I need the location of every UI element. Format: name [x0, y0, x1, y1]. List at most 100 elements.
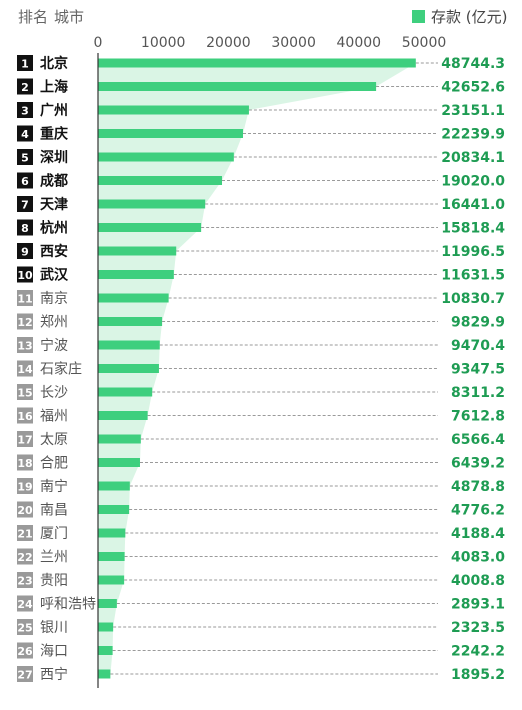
city-label: 海口	[40, 644, 68, 660]
city-label: 南昌	[40, 503, 68, 519]
rank-badge	[17, 548, 33, 565]
rank-number: 1	[21, 58, 29, 71]
city-label: 呼和浩特	[40, 597, 96, 613]
bar	[98, 176, 223, 185]
bar	[98, 528, 126, 538]
city-label: 西宁	[40, 666, 68, 683]
bar	[98, 223, 202, 232]
value-label: 4188.4	[451, 526, 505, 542]
value-label: 8311.2	[451, 385, 505, 401]
city-label: 郑州	[40, 315, 68, 331]
rank-number: 10	[17, 269, 33, 282]
rank-badge	[17, 219, 33, 236]
city-label: 兰州	[40, 550, 68, 566]
rank-badge	[17, 102, 33, 118]
rank-badge	[17, 313, 33, 330]
bar	[98, 669, 111, 679]
rank-number: 3	[21, 105, 29, 118]
bar	[98, 552, 125, 561]
value-label: 15818.4	[441, 221, 505, 237]
value-label: 16441.0	[441, 197, 505, 213]
rank-number: 15	[17, 387, 32, 400]
x-tick-label: 20000	[206, 35, 251, 51]
bar	[98, 434, 141, 444]
value-label: 1895.2	[451, 667, 505, 683]
value-label: 11996.5	[441, 244, 505, 260]
rank-number: 13	[17, 340, 32, 353]
rank-badge	[17, 78, 33, 95]
rank-number: 24	[17, 598, 33, 611]
bar	[98, 129, 244, 138]
bar	[98, 481, 130, 491]
rank-number: 21	[17, 528, 32, 541]
rank-badge	[17, 407, 33, 424]
rank-badge	[17, 619, 33, 635]
bar	[98, 317, 163, 326]
city-label: 宁波	[40, 337, 68, 354]
legend-swatch	[412, 10, 425, 23]
bar	[98, 246, 177, 256]
value-label: 19020.0	[441, 174, 505, 190]
city-label: 上海	[40, 79, 68, 96]
rank-badge	[17, 172, 33, 189]
value-label: 6566.4	[451, 432, 505, 448]
rank-number: 25	[17, 622, 32, 635]
city-label: 太原	[40, 432, 68, 448]
bar	[98, 575, 125, 585]
rank-number: 11	[17, 293, 32, 306]
bar	[98, 387, 153, 397]
rank-badge	[17, 196, 33, 212]
bar	[98, 105, 249, 115]
value-label: 22239.9	[441, 127, 505, 143]
city-label: 厦门	[40, 526, 68, 542]
x-tick-label: 40000	[337, 35, 382, 51]
bar	[98, 599, 117, 608]
city-label: 银川	[40, 620, 68, 636]
value-label: 48744.3	[441, 56, 505, 72]
city-label: 长沙	[40, 385, 68, 401]
city-label: 福州	[40, 409, 68, 425]
value-label: 10830.7	[441, 291, 505, 307]
city-label: 杭州	[40, 220, 68, 237]
city-label: 西安	[40, 243, 68, 260]
legend: 存款 (亿元)	[412, 6, 507, 27]
city-label: 贵阳	[40, 573, 68, 589]
value-label: 4776.2	[451, 503, 505, 519]
city-label: 天津	[40, 196, 68, 213]
rank-badge	[17, 478, 33, 494]
value-label: 2893.1	[451, 597, 505, 613]
city-label: 武汉	[40, 267, 69, 284]
rank-number: 18	[17, 457, 32, 470]
value-label: 20834.1	[441, 150, 505, 166]
value-label: 7612.8	[451, 409, 505, 425]
bar	[98, 82, 377, 91]
x-tick-label: 10000	[141, 35, 186, 51]
rank-number: 6	[21, 175, 29, 188]
x-tick-label: 50000	[402, 35, 447, 51]
value-label: 4083.0	[451, 550, 505, 566]
value-label: 6439.2	[451, 456, 505, 472]
area-shade	[98, 63, 416, 674]
value-label: 23151.1	[441, 103, 505, 119]
rank-number: 12	[17, 316, 32, 329]
rank-number: 17	[17, 434, 32, 447]
rank-badge	[17, 642, 33, 659]
city-label: 重庆	[40, 126, 68, 143]
rank-number: 27	[17, 669, 32, 682]
value-label: 2323.5	[451, 620, 505, 636]
rank-number: 14	[17, 363, 33, 376]
bar	[98, 199, 206, 209]
rank-badge	[17, 125, 33, 142]
rank-number: 5	[21, 152, 29, 165]
value-label: 2242.2	[451, 644, 505, 660]
city-label: 合肥	[40, 456, 68, 472]
legend-label: 存款 (亿元)	[431, 8, 508, 26]
rank-header: 排名	[18, 8, 49, 26]
rank-number: 9	[21, 246, 29, 259]
rank-number: 20	[17, 504, 33, 517]
rank-badge	[17, 360, 33, 377]
rank-number: 22	[17, 551, 32, 564]
city-header: 城市	[54, 8, 85, 26]
value-label: 9470.4	[451, 338, 505, 354]
